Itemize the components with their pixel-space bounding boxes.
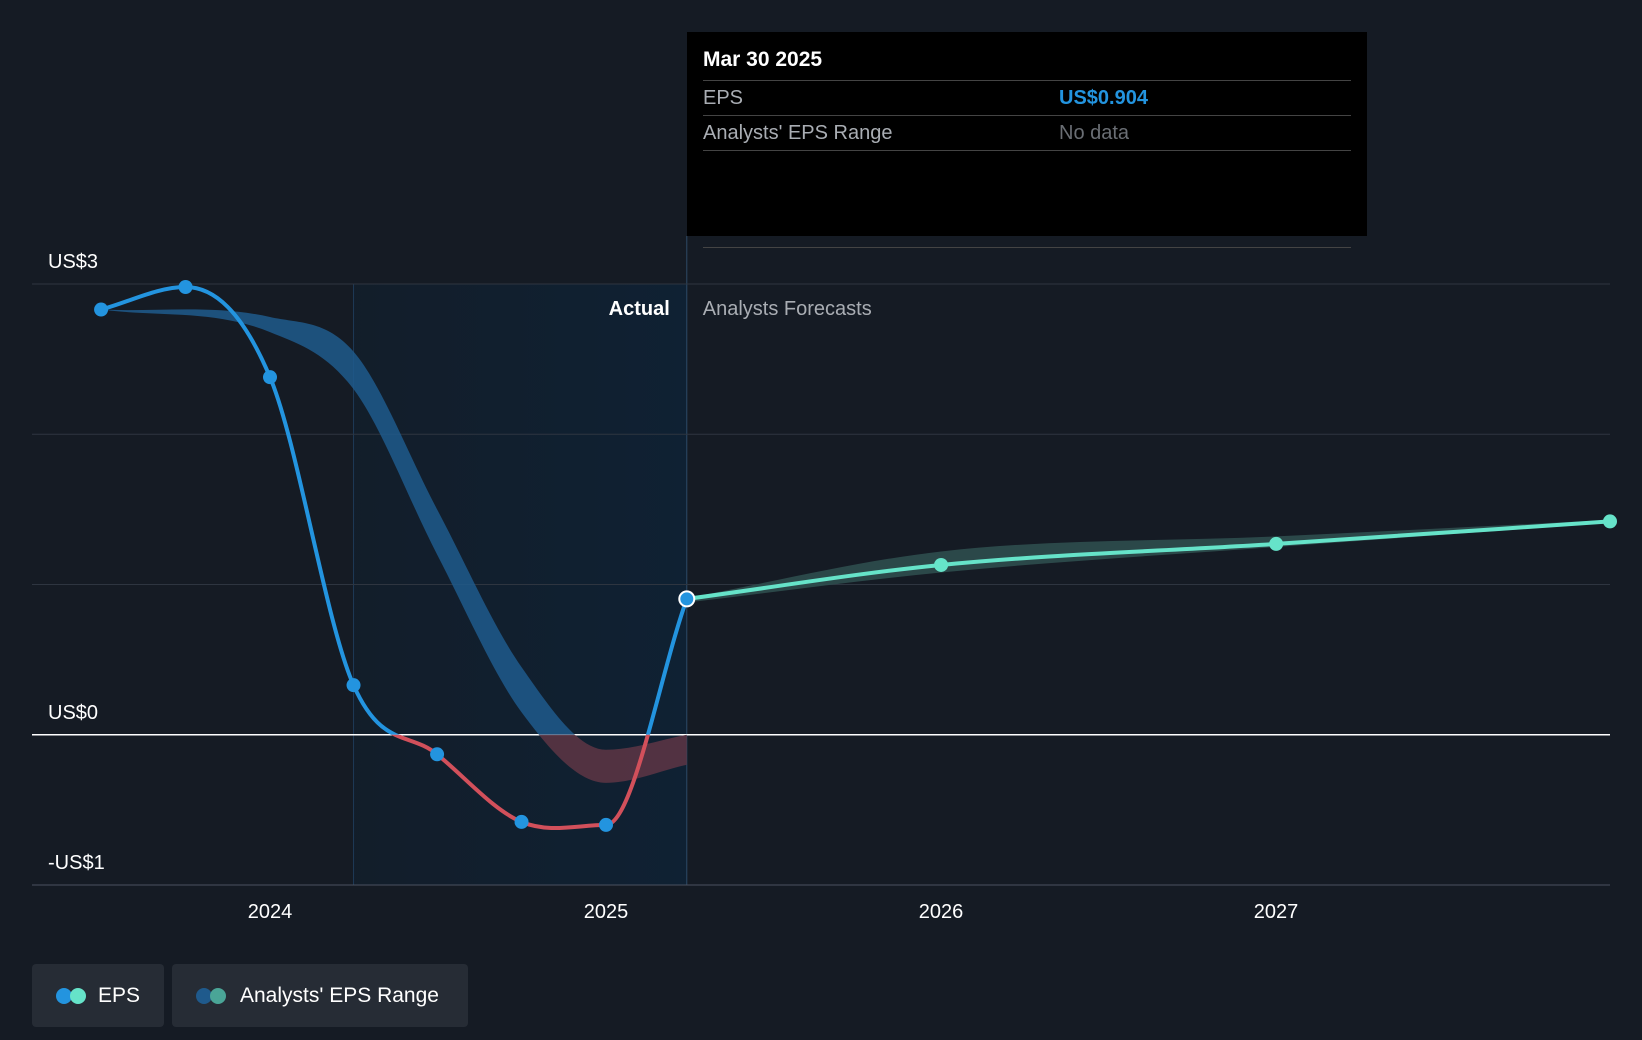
forecast-label: Analysts Forecasts [703,298,872,320]
x-axis-tick-label: 2027 [1254,901,1299,923]
eps-actual-point [430,747,445,762]
actual-label: Actual [609,298,670,320]
y-axis-label: -US$1 [48,852,105,874]
eps-forecast-point [1269,536,1284,551]
y-axis-label: US$0 [48,702,98,724]
legend-item-analyst-range[interactable]: Analysts' EPS Range [172,964,468,1027]
analyst-range-band-negative [538,734,687,783]
eps-actual-point [514,814,529,829]
tooltip: Mar 30 2025 EPS US$0.904 Analysts' EPS R… [687,32,1367,248]
eps-actual-line [100,285,689,735]
eps-actual-point [346,678,361,693]
x-axis-tick-label: 2025 [584,901,629,923]
tooltip-spacer [703,151,1351,248]
legend-range-icon [196,987,226,1004]
eps-forecast-point [1603,514,1617,529]
legend-eps-icon [56,987,86,1004]
eps-actual-point [94,302,109,317]
x-axis-tick-label: 2026 [919,901,964,923]
tooltip-date: Mar 30 2025 [703,46,1351,81]
eps-forecast-line [686,519,1611,601]
legend-eps-label: EPS [97,983,140,1007]
eps-actual-point [178,280,193,295]
x-axis-tick-label: 2024 [248,901,293,923]
legend-item-eps[interactable]: EPS [32,964,164,1027]
legend-range-label: Analysts' EPS Range [240,983,439,1007]
tooltip-range-value: No data [1059,122,1130,144]
tooltip-eps-value: US$0.904 [1059,87,1148,109]
tooltip-eps-row: EPS US$0.904 [703,81,1351,116]
y-axis-label: US$3 [48,251,98,273]
eps-actual-point [599,817,613,832]
tooltip-range-label: Analysts' EPS Range [703,122,893,144]
eps-forecast-point [934,557,949,572]
tooltip-eps-label: EPS [703,87,744,109]
eps-actual-point [263,370,277,385]
eps-highlight-point [678,590,696,608]
tooltip-range-row: Analysts' EPS Range No data [703,116,1351,151]
